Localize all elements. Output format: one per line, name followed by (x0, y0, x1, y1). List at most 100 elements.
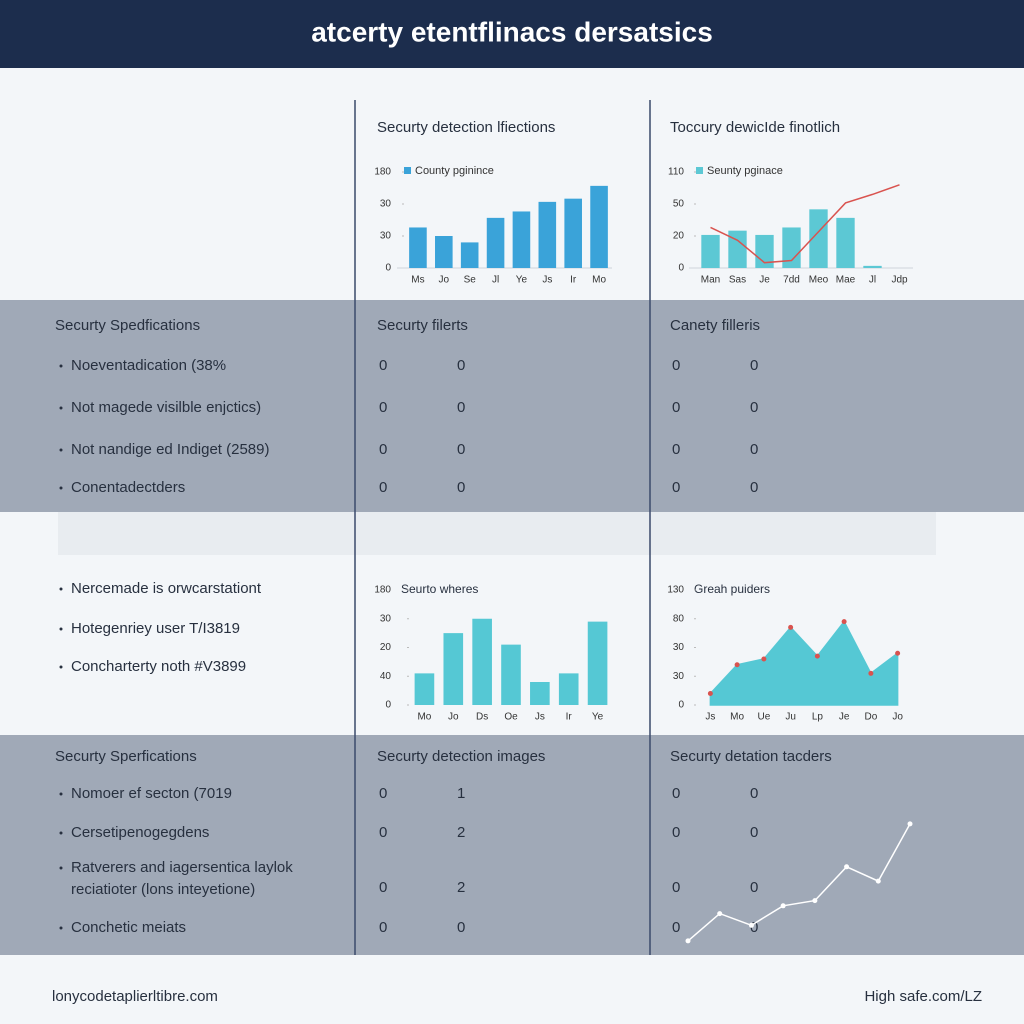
panel-item: Not magede visilble enjctics) (71, 399, 261, 416)
table-cell: 0 (457, 357, 465, 374)
point (761, 656, 767, 662)
x-tick-label: Mo (417, 712, 431, 723)
table-cell: 0 (379, 879, 387, 896)
panel-item: Concharterty noth #V3899 (71, 658, 246, 675)
y-tick-label: 50 (673, 199, 685, 210)
y-tick-label: 80 (673, 613, 685, 624)
line (710, 184, 900, 264)
panel-item: Not nandige ed Indiget (2589) (71, 441, 269, 458)
x-tick-label: Se (464, 275, 477, 286)
panel-item: Conentadectders (71, 479, 185, 496)
y-tick-label: 20 (380, 642, 392, 653)
point (907, 821, 913, 827)
legend-label: Seunty pginace (707, 165, 783, 177)
y-tick-label: 40 (380, 671, 392, 682)
panel-heading: Securty Sperfications (55, 748, 197, 765)
y-tick-label: 30 (673, 671, 685, 682)
bullet (59, 792, 63, 796)
y-tick-label: 0 (678, 700, 684, 711)
header-bar (0, 0, 1024, 68)
bar (587, 621, 608, 705)
bar (460, 242, 479, 268)
point (748, 922, 754, 928)
x-tick-label: Ds (476, 712, 488, 723)
x-tick-label: Lp (812, 712, 824, 723)
y-tick-label: 180 (374, 167, 391, 178)
bar (443, 633, 464, 705)
point (717, 911, 723, 917)
table-cell: 0 (379, 357, 387, 374)
table-cell: 0 (457, 399, 465, 416)
bullet (59, 587, 63, 591)
table-cell: 0 (672, 824, 680, 841)
bullet (59, 486, 63, 490)
table-cell: 0 (672, 357, 680, 374)
x-tick-label: Jl (869, 275, 876, 286)
x-tick-label: Meo (809, 275, 829, 286)
point (868, 670, 874, 676)
panel-item: Cersetipenogegdens (71, 824, 209, 841)
x-tick-label: Jo (448, 712, 459, 723)
bar (486, 217, 505, 268)
chart-title: Securty detection lfiections (377, 119, 555, 136)
legend-swatch (696, 167, 703, 174)
table-cell: 0 (750, 785, 758, 802)
table-cell: 0 (750, 879, 758, 896)
table-cell: 0 (750, 824, 758, 841)
panel-item: reciatioter (lons inteyetione) (71, 881, 255, 898)
x-tick-label: Ju (785, 712, 796, 723)
y-tick-label: 180 (374, 585, 391, 596)
point (707, 691, 713, 696)
bar (512, 211, 531, 268)
bullet (59, 831, 63, 835)
bullet (59, 665, 63, 669)
y-tick-label: 30 (673, 642, 685, 653)
x-tick-label: Ir (570, 275, 577, 286)
bullet (59, 364, 63, 368)
table-cell: 1 (457, 785, 465, 802)
legend-swatch (404, 167, 411, 174)
y-tick-label: 130 (667, 585, 684, 596)
x-tick-label: Do (864, 712, 877, 723)
y-tick-label: 30 (380, 613, 392, 624)
x-tick-label: Je (839, 712, 850, 723)
table-cell: 0 (457, 441, 465, 458)
point (812, 898, 818, 904)
x-tick-label: Js (535, 712, 545, 723)
point (841, 619, 847, 625)
table-cell: 2 (457, 824, 465, 841)
y-tick-label: 110 (668, 167, 684, 178)
bar (863, 265, 882, 268)
panel-item: Noeventadication (38% (71, 357, 226, 374)
table-cell: 2 (457, 879, 465, 896)
header-title: atcerty etentflinacs dersatsics (311, 16, 713, 47)
strip (58, 512, 936, 555)
table-heading: Securty detection images (377, 748, 545, 765)
x-tick-label: Jdp (891, 275, 908, 286)
panel-item: Nomoer ef secton (7019 (71, 785, 232, 802)
point (814, 653, 820, 659)
bar (501, 644, 521, 705)
table-cell: 0 (672, 479, 680, 496)
x-tick-label: Je (759, 275, 770, 286)
table-cell: 0 (672, 919, 680, 936)
table-heading: Securty detation tacders (670, 748, 832, 765)
y-tick-label: 0 (678, 263, 684, 274)
panel-heading: Securty Spedfications (55, 317, 200, 334)
bar (414, 673, 435, 705)
table-cell: 0 (457, 919, 465, 936)
table-heading: Canety filleris (670, 317, 760, 334)
bar (809, 209, 828, 268)
x-tick-label: Jl (492, 275, 499, 286)
chart-title: Seurto wheres (401, 582, 478, 596)
bar (530, 682, 550, 705)
table-cell: 0 (672, 441, 680, 458)
x-tick-label: Js (542, 275, 552, 286)
y-tick-label: 0 (385, 263, 391, 274)
table-cell: 0 (379, 479, 387, 496)
x-tick-label: Mo (592, 275, 606, 286)
x-tick-label: Ir (566, 712, 573, 723)
bar (590, 185, 608, 268)
bullet (59, 406, 63, 410)
